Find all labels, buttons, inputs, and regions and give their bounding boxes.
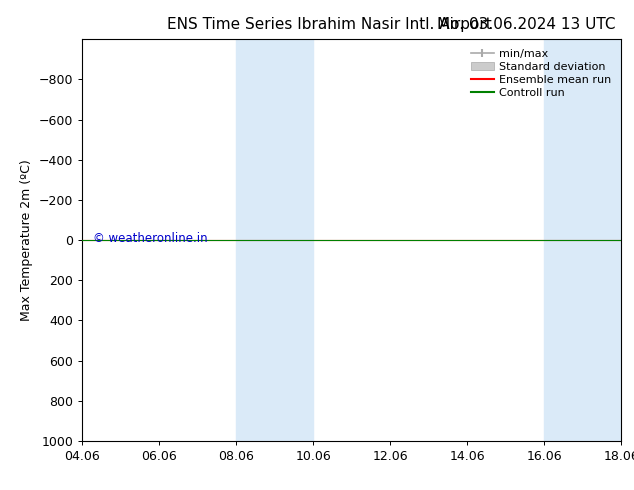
Bar (236, 39, 313, 441)
Y-axis label: Max Temperature 2m (ºC): Max Temperature 2m (ºC) (20, 159, 34, 321)
Legend: min/max, Standard deviation, Ensemble mean run, Controll run: min/max, Standard deviation, Ensemble me… (467, 45, 616, 102)
Text: Mo. 03.06.2024 13 UTC: Mo. 03.06.2024 13 UTC (437, 17, 616, 32)
Text: © weatheronline.in: © weatheronline.in (93, 232, 208, 245)
Text: ENS Time Series Ibrahim Nasir Intl. Airport: ENS Time Series Ibrahim Nasir Intl. Airp… (167, 17, 492, 32)
Bar (545, 39, 621, 441)
